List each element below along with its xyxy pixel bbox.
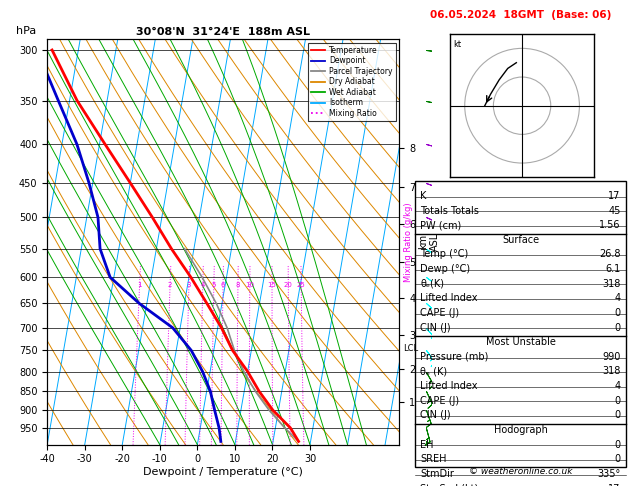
Text: 0: 0 xyxy=(615,323,621,332)
Text: CIN (J): CIN (J) xyxy=(420,323,451,332)
Text: 06.05.2024  18GMT  (Base: 06): 06.05.2024 18GMT (Base: 06) xyxy=(430,10,611,20)
Text: 25: 25 xyxy=(297,281,306,288)
Text: © weatheronline.co.uk: © weatheronline.co.uk xyxy=(469,467,572,476)
Text: 3: 3 xyxy=(187,281,191,288)
Text: 2: 2 xyxy=(168,281,172,288)
Text: 0: 0 xyxy=(615,440,621,450)
Title: 30°08'N  31°24'E  188m ASL: 30°08'N 31°24'E 188m ASL xyxy=(136,27,310,37)
Text: LCL: LCL xyxy=(404,344,419,353)
Text: Hodograph: Hodograph xyxy=(494,425,547,435)
Text: SREH: SREH xyxy=(420,454,447,464)
Text: 17: 17 xyxy=(608,484,621,486)
Text: kt: kt xyxy=(454,40,462,49)
Text: 45: 45 xyxy=(608,206,621,215)
Text: 335°: 335° xyxy=(598,469,621,479)
Text: Temp (°C): Temp (°C) xyxy=(420,249,469,260)
Text: 10: 10 xyxy=(245,281,254,288)
Text: 4: 4 xyxy=(615,381,621,391)
Text: hPa: hPa xyxy=(16,26,36,36)
Text: Lifted Index: Lifted Index xyxy=(420,381,477,391)
Text: 15: 15 xyxy=(267,281,277,288)
Text: θₑ (K): θₑ (K) xyxy=(420,366,447,377)
Text: 0: 0 xyxy=(615,454,621,464)
Text: Most Unstable: Most Unstable xyxy=(486,337,555,347)
Text: 0: 0 xyxy=(615,396,621,406)
Text: 20: 20 xyxy=(284,281,292,288)
Text: Totals Totals: Totals Totals xyxy=(420,206,479,215)
Text: Dewp (°C): Dewp (°C) xyxy=(420,264,470,274)
Text: 0: 0 xyxy=(615,308,621,318)
Text: Mixing Ratio (g/kg): Mixing Ratio (g/kg) xyxy=(404,202,413,281)
Text: 17: 17 xyxy=(608,191,621,201)
Text: 26.8: 26.8 xyxy=(599,249,621,260)
Text: StmDir: StmDir xyxy=(420,469,454,479)
Text: 6.1: 6.1 xyxy=(606,264,621,274)
Text: EH: EH xyxy=(420,440,433,450)
Y-axis label: km
ASL: km ASL xyxy=(418,233,440,251)
Text: CAPE (J): CAPE (J) xyxy=(420,396,459,406)
Text: 1.56: 1.56 xyxy=(599,220,621,230)
Text: 1: 1 xyxy=(138,281,142,288)
Text: Pressure (mb): Pressure (mb) xyxy=(420,352,489,362)
Text: PW (cm): PW (cm) xyxy=(420,220,462,230)
Text: Lifted Index: Lifted Index xyxy=(420,294,477,303)
Text: K: K xyxy=(420,191,426,201)
Text: 4: 4 xyxy=(201,281,205,288)
Text: 8: 8 xyxy=(236,281,240,288)
Text: 318: 318 xyxy=(603,366,621,377)
Text: 318: 318 xyxy=(603,278,621,289)
Text: 990: 990 xyxy=(603,352,621,362)
Text: CIN (J): CIN (J) xyxy=(420,410,451,420)
Text: θₑ(K): θₑ(K) xyxy=(420,278,444,289)
Legend: Temperature, Dewpoint, Parcel Trajectory, Dry Adiabat, Wet Adiabat, Isotherm, Mi: Temperature, Dewpoint, Parcel Trajectory… xyxy=(308,43,396,121)
X-axis label: Dewpoint / Temperature (°C): Dewpoint / Temperature (°C) xyxy=(143,467,303,477)
Text: 4: 4 xyxy=(615,294,621,303)
Text: 6: 6 xyxy=(221,281,225,288)
Text: StmSpd (kt): StmSpd (kt) xyxy=(420,484,479,486)
Text: CAPE (J): CAPE (J) xyxy=(420,308,459,318)
Text: 5: 5 xyxy=(212,281,216,288)
Text: Surface: Surface xyxy=(502,235,539,245)
Text: 0: 0 xyxy=(615,410,621,420)
